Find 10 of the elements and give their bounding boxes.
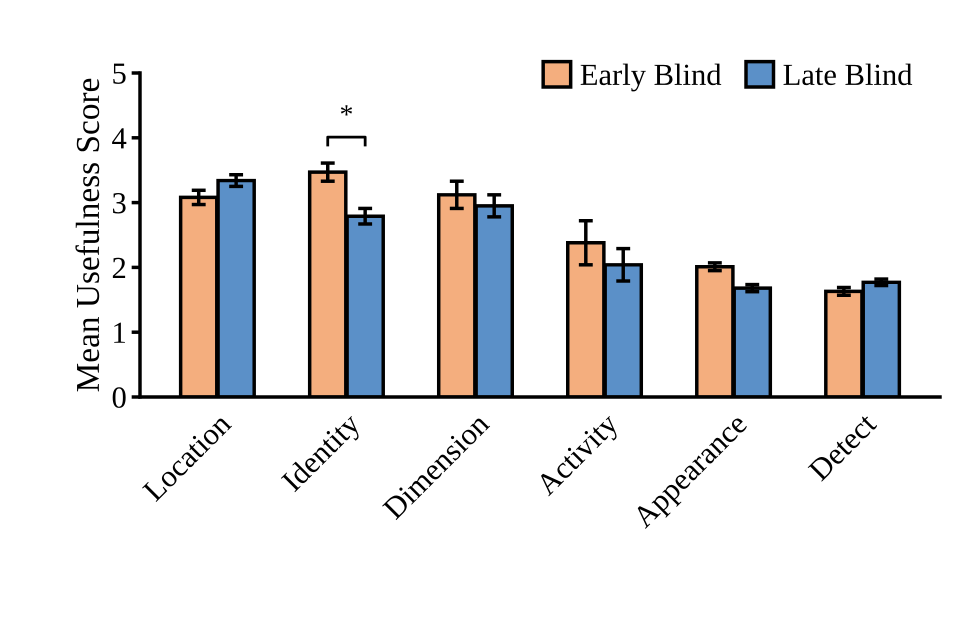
y-tick-label: 2 xyxy=(112,258,126,278)
y-tick-label: 5 xyxy=(113,64,126,84)
y-tick-label: 0 xyxy=(112,387,126,408)
annotation: * xyxy=(340,105,352,116)
legend-label: Early Blind xyxy=(580,64,722,92)
legend-label: Late Blind xyxy=(784,64,912,86)
y-tick-label: 1 xyxy=(114,322,125,343)
y-tick-label: 4 xyxy=(112,128,126,148)
y-axis-title: Mean Usefulness Score xyxy=(75,78,100,392)
y-tick-label: 3 xyxy=(112,192,126,214)
